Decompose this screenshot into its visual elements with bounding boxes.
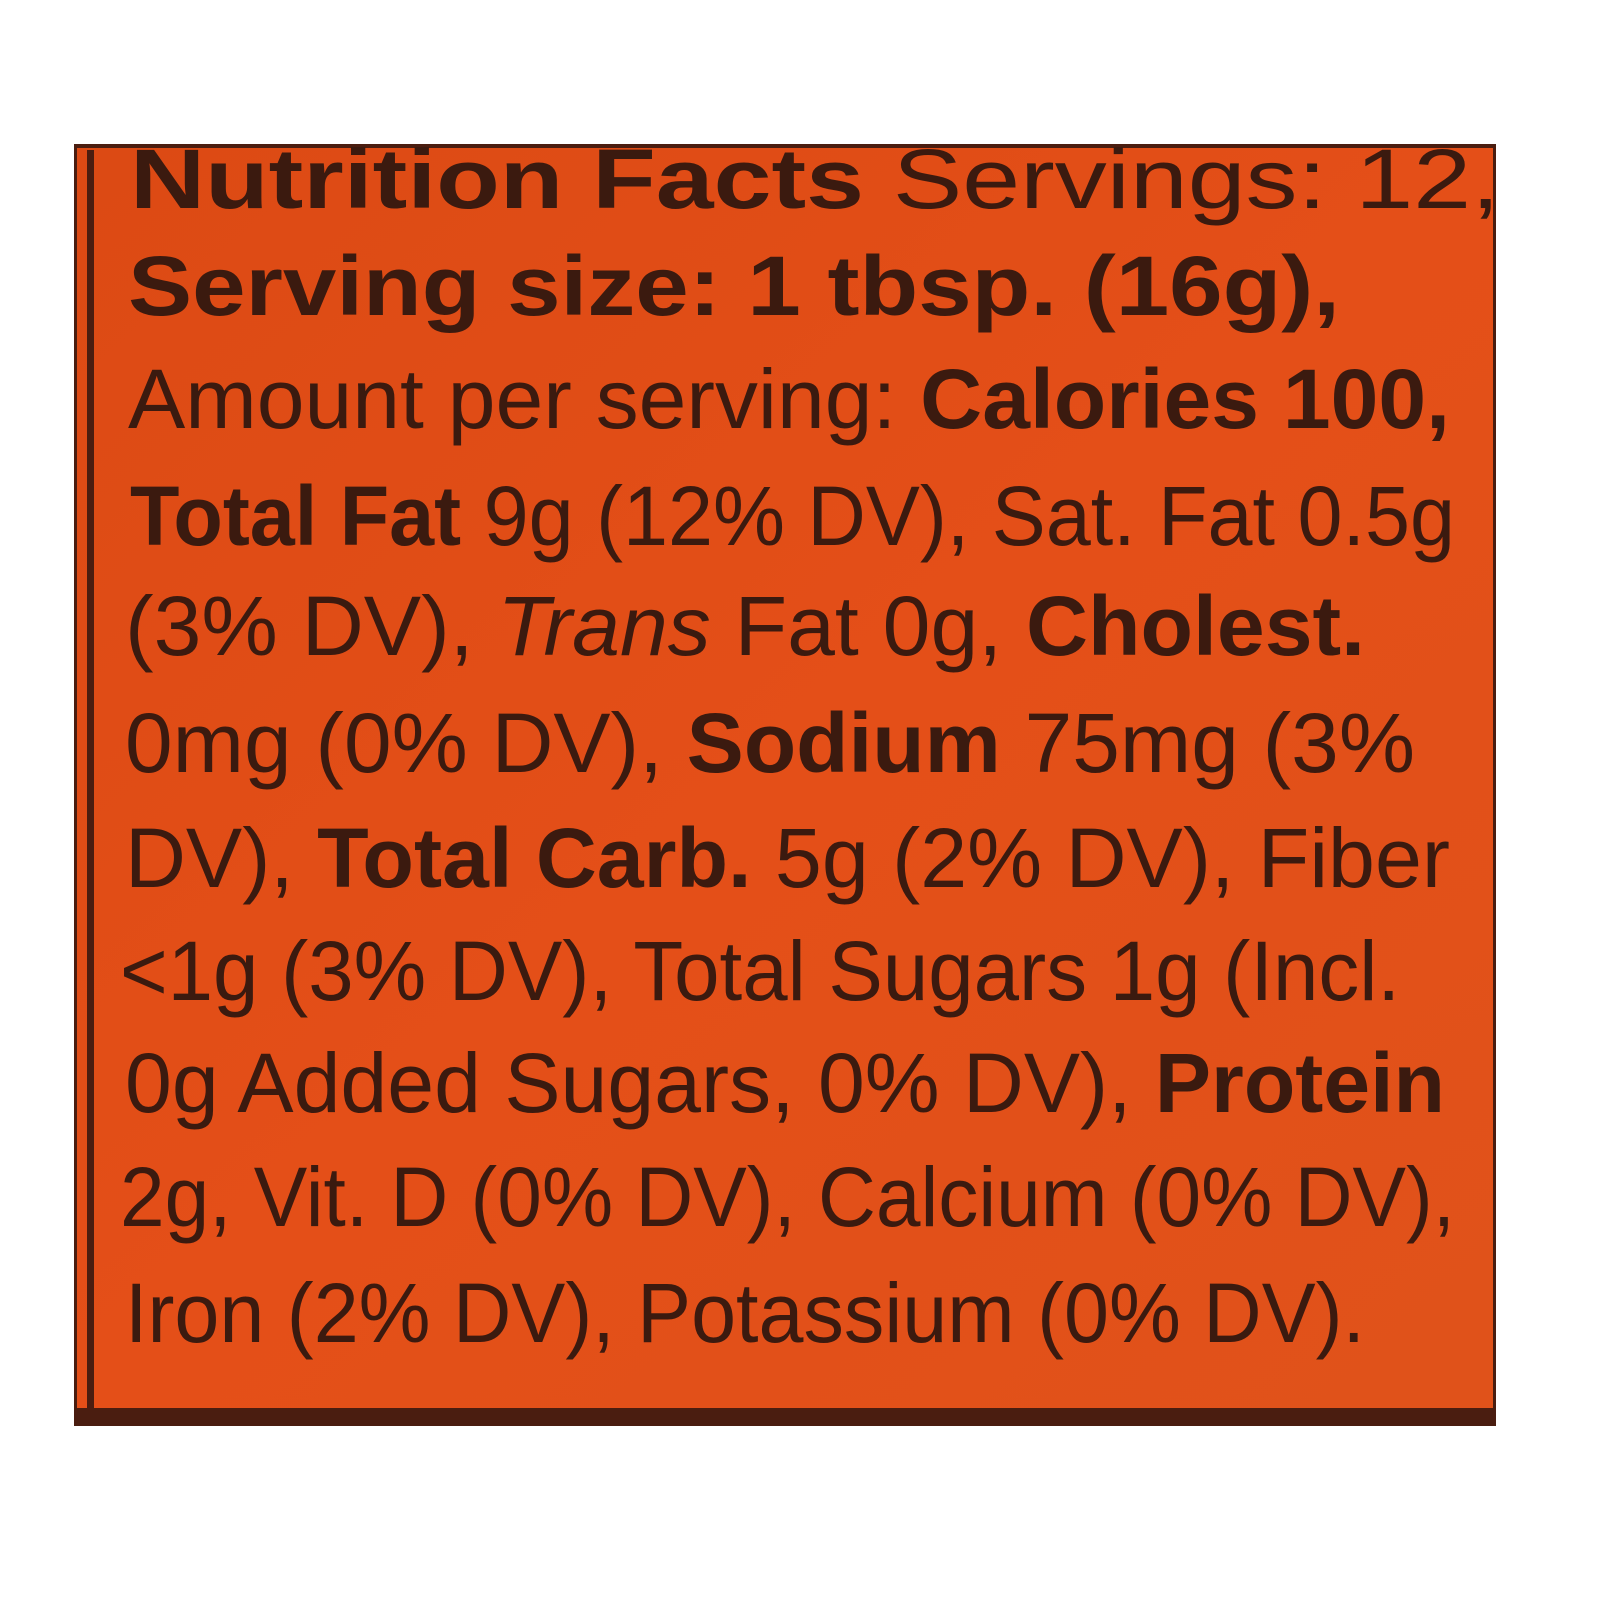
sodium-text: 75mg (3% (1001, 696, 1415, 790)
line-2: Serving size: 1 tbsp. (16g), (128, 239, 1340, 333)
sodium-label: Sodium (687, 696, 1001, 790)
total-fat-text: 9g (12% DV), Sat. Fat 0.5g (461, 469, 1455, 563)
label-panel (77, 148, 1493, 1408)
total-carb-label: Total Carb. (317, 811, 751, 905)
total-fat-label: Total Fat (130, 469, 461, 563)
nutrition-text: Nutrition Facts Servings: 12, Serving si… (120, 132, 1500, 1360)
line-5: (3% DV), Trans Fat 0g, Cholest. (125, 579, 1365, 673)
vitamins-text: 2g, Vit. D (0% DV), Calcium (0% DV), (120, 1150, 1455, 1244)
fiber-sugars-text: <1g (3% DV), Total Sugars 1g (Incl. (120, 924, 1400, 1018)
added-sugars-text: 0g Added Sugars, 0% DV), (125, 1036, 1155, 1130)
nutrition-facts-heading: Nutrition Facts (130, 132, 864, 226)
cholesterol-text: 0mg (0% DV), (125, 696, 687, 790)
line-10: 2g, Vit. D (0% DV), Calcium (0% DV), (120, 1150, 1455, 1244)
line-7: DV), Total Carb. 5g (2% DV), Fiber (125, 811, 1450, 905)
line-1: Nutrition Facts Servings: 12, (130, 132, 1500, 226)
sat-fat-dv: (3% DV), (125, 579, 497, 673)
line-11: Iron (2% DV), Potassium (0% DV). (125, 1266, 1365, 1360)
line-8: <1g (3% DV), Total Sugars 1g (Incl. (120, 924, 1400, 1018)
line-6: 0mg (0% DV), Sodium 75mg (3% (125, 696, 1415, 790)
servings-text: Servings: 12, (864, 132, 1500, 226)
total-carb-text: 5g (2% DV), Fiber (751, 811, 1450, 905)
amount-per-serving: Amount per serving: (128, 352, 920, 446)
sodium-dv: DV), (125, 811, 317, 905)
line-3: Amount per serving: Calories 100, (128, 352, 1450, 446)
trans-label: Trans (497, 579, 710, 673)
line-4: Total Fat 9g (12% DV), Sat. Fat 0.5g (130, 469, 1455, 563)
calories: Calories 100, (920, 352, 1450, 446)
cholesterol-label: Cholest. (1026, 579, 1365, 673)
label-left-rule (87, 150, 94, 1408)
serving-size: Serving size: 1 tbsp. (16g), (128, 239, 1340, 333)
trans-fat-text: Fat 0g, (711, 579, 1026, 673)
line-9: 0g Added Sugars, 0% DV), Protein (125, 1036, 1445, 1130)
protein-label: Protein (1155, 1036, 1445, 1130)
minerals-text: Iron (2% DV), Potassium (0% DV). (125, 1266, 1365, 1360)
